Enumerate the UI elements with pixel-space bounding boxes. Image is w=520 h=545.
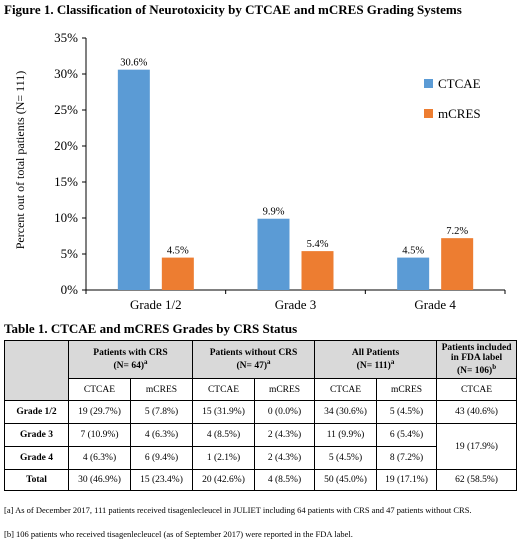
row-label: Grade 3 [4,423,69,447]
bar [257,218,290,290]
bar-data-label: 30.6% [120,58,147,69]
y-tick-label: 30% [54,66,78,81]
x-tick-label: Grade 4 [414,297,456,312]
table-cell: 5 (7.8%) [129,400,194,424]
table-cell: 5 (4.5%) [376,400,438,424]
legend-swatch [424,79,433,88]
table-cell: 6 (5.4%) [376,423,438,447]
bar-chart: Percent out of total patients (N= 111) 0… [13,30,506,312]
table-cell: 19 (17.1%) [376,469,438,491]
table-cell: 4 (6.3%) [68,446,131,470]
bar [301,251,334,290]
legend: CTCAE mCRES [424,76,481,121]
table-cell: 4 (8.5%) [192,423,256,447]
table-cell: 2 (4.3%) [254,446,316,470]
row-label: Total [4,469,69,491]
group-header-without-crs: Patients without CRS (N= 47)a [192,340,316,379]
footnote-a: [a] As of December 2017, 111 patients re… [4,505,472,515]
x-axis: Grade 1/2 Grade 3 Grade 4 [85,289,506,312]
table-cell: 62 (58.5%) [436,469,518,491]
table-cell: 15 (31.9%) [192,400,256,424]
y-tick-label: 35% [54,30,78,45]
sub-header: mCRES [254,378,316,401]
table-cell: 4 (8.5%) [254,469,316,491]
table-cell: 30 (46.9%) [68,469,131,491]
x-tick-label: Grade 3 [275,297,317,312]
table-cell: 15 (23.4%) [129,469,194,491]
table-row: Grade 4 4 (6.3%) 6 (9.4%) 1 (2.1%) 2 (4.… [4,446,517,470]
table-cell: 43 (40.6%) [436,400,518,424]
bar-data-label: 4.5% [402,246,424,257]
table-row: Grade 3 7 (10.9%) 4 (6.3%) 4 (8.5%) 2 (4… [4,423,518,470]
table-cell: 2 (4.3%) [254,423,316,447]
sub-header: mCRES [376,378,438,401]
sub-header: CTCAE [436,378,518,401]
y-axis: 0% 5% 10% 15% 20% 25% 30% 35% [54,30,87,297]
bars: 30.6% 4.5% 9.9% 5.4% 4.5% 7.2% [117,58,474,291]
y-axis-label: Percent out of total patients (N= 111) [13,71,27,250]
table-cell: 5 (4.5%) [314,446,378,470]
y-tick-label: 20% [54,138,78,153]
y-tick-label: 5% [61,246,79,261]
bar [441,238,474,290]
sub-header: mCRES [129,378,194,401]
table-cell: 34 (30.6%) [314,400,378,424]
table-title: Table 1. CTCAE and mCRES Grades by CRS S… [4,321,298,336]
table-row-total: Total 30 (46.9%) 15 (23.4%) 20 (42.6%) 4… [4,469,518,491]
bar [161,257,194,290]
table-cell: 6 (9.4%) [129,446,194,470]
bar-data-label: 7.2% [446,226,468,237]
table-cell: 20 (42.6%) [192,469,256,491]
table-cell: 1 (2.1%) [192,446,256,470]
merged-fda-cell: 19 (17.9%) [436,423,518,470]
table-cell: 7 (10.9%) [68,423,131,447]
group-header-all-patients: All Patients (N= 111)a [314,340,438,379]
table-row: Grade 1/2 19 (29.7%) 5 (7.8%) 15 (31.9%)… [4,400,518,424]
table-cell: 11 (9.9%) [314,423,378,447]
sub-header: CTCAE [68,378,131,401]
table-cell: 50 (45.0%) [314,469,378,491]
row-label: Grade 4 [4,446,69,470]
y-tick-label: 0% [61,282,79,297]
legend-label: mCRES [438,106,481,121]
sub-header: CTCAE [192,378,256,401]
y-tick-label: 10% [54,210,78,225]
legend-label: CTCAE [438,76,481,91]
grades-table: Patients with CRS (N= 64)a Patients with… [4,340,518,491]
group-header-fda-label: Patients included in FDA label (N= 106)b [436,340,518,379]
x-tick-label: Grade 1/2 [130,297,182,312]
footnote-b: [b] 106 patients who received tisagenlec… [4,529,353,539]
bar [117,69,150,291]
corner-cell [4,340,69,401]
figure-title: Figure 1. Classification of Neurotoxicit… [4,2,462,17]
y-tick-label: 15% [54,174,78,189]
table-cell: 19 (29.7%) [68,400,131,424]
y-tick-label: 25% [54,102,78,117]
group-header-with-crs: Patients with CRS (N= 64)a [67,340,194,379]
row-label: Grade 1/2 [4,400,69,424]
bar [397,257,430,290]
table-cell: 0 (0.0%) [254,400,316,424]
sub-header: CTCAE [314,378,378,401]
bar-data-label: 5.4% [307,239,329,250]
table-cell: 4 (6.3%) [129,423,194,447]
bar-data-label: 4.5% [167,246,189,257]
bar-data-label: 9.9% [263,207,285,218]
legend-swatch [424,109,433,118]
table-cell: 8 (7.2%) [376,446,438,470]
